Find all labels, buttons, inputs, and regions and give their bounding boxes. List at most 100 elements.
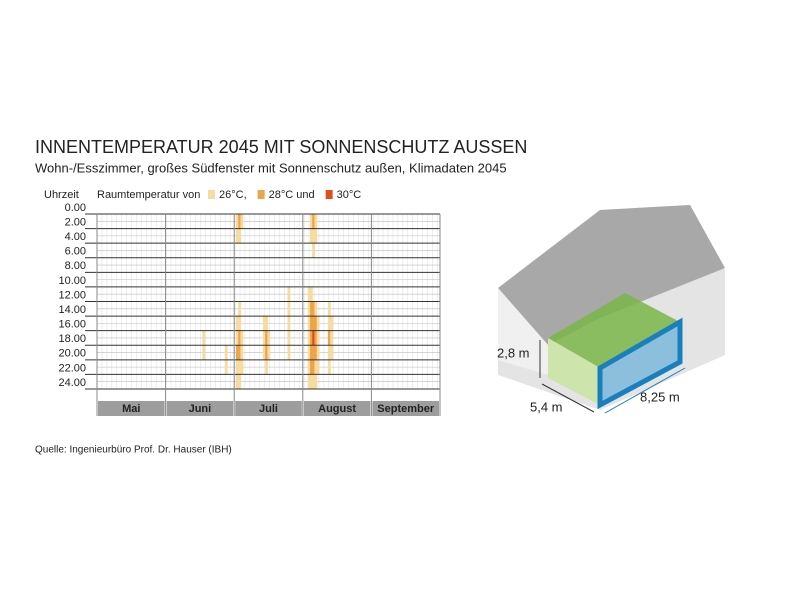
x-tick-label: September xyxy=(377,403,435,415)
heat-cell xyxy=(327,359,331,375)
month-band xyxy=(372,401,439,416)
month-band xyxy=(166,401,234,416)
legend-swatch xyxy=(208,190,215,199)
heat-cell xyxy=(327,345,331,360)
heat-cell xyxy=(309,345,313,360)
room-window xyxy=(597,317,683,410)
heat-cell xyxy=(330,345,333,360)
heat-cell xyxy=(235,330,239,346)
source-note: Quelle: Ingenieurbüro Prof. Dr. Hauser (… xyxy=(35,445,232,456)
heat-cell xyxy=(265,345,268,360)
x-tick-label: Mai xyxy=(122,403,140,415)
heat-cell xyxy=(309,214,313,229)
heat-cell xyxy=(312,214,316,229)
heat-cell xyxy=(309,286,313,302)
heat-cell xyxy=(307,345,311,360)
heat-cell xyxy=(309,228,313,244)
heat-cell xyxy=(307,330,311,346)
y-tick-label: 20.00 xyxy=(58,348,86,360)
heat-cell xyxy=(309,330,313,346)
house-roof xyxy=(498,205,725,345)
heat-cell xyxy=(309,374,313,389)
heat-cell xyxy=(238,345,242,360)
heat-cell xyxy=(312,330,316,346)
y-tick-label: 2.00 xyxy=(65,216,86,228)
heat-cell xyxy=(287,316,291,331)
y-tick-label: 8.00 xyxy=(65,260,86,272)
heat-cell xyxy=(235,228,239,244)
room-side xyxy=(548,338,600,405)
heat-cell xyxy=(238,316,242,331)
month-band xyxy=(98,401,165,416)
legend-label: 26°C, xyxy=(219,189,247,201)
heat-cell xyxy=(316,345,320,360)
heat-cell xyxy=(267,345,271,360)
heat-cell xyxy=(238,301,242,317)
y-axis-label: Uhrzeit xyxy=(44,189,79,201)
room-top xyxy=(548,293,680,368)
heat-cell xyxy=(202,345,206,360)
legend-title: Raumtemperatur von xyxy=(97,189,200,201)
heat-cell xyxy=(307,301,311,317)
heat-cell xyxy=(238,374,242,389)
heat-cell xyxy=(312,359,316,375)
heat-cell xyxy=(327,301,331,317)
heat-cell xyxy=(235,359,239,375)
heat-cell xyxy=(238,359,242,375)
heat-cell xyxy=(235,374,239,389)
heat-cell xyxy=(309,316,313,331)
heat-cell xyxy=(314,345,318,360)
heat-cell xyxy=(267,330,271,346)
heat-cell xyxy=(316,316,320,331)
heat-cell xyxy=(330,316,333,331)
y-tick-label: 18.00 xyxy=(58,333,86,345)
heat-cell xyxy=(316,359,320,375)
heat-cell xyxy=(265,330,268,346)
heat-cell xyxy=(314,359,318,375)
heat-cell xyxy=(262,316,266,331)
heat-cell xyxy=(309,359,313,375)
y-tick-label: 10.00 xyxy=(58,275,86,287)
heat-cell xyxy=(312,374,316,389)
y-tick-label: 22.00 xyxy=(58,362,86,374)
y-tick-label: 14.00 xyxy=(58,304,86,316)
heat-cell xyxy=(235,214,239,229)
heat-cell xyxy=(314,330,318,346)
heat-cell xyxy=(314,301,318,317)
heat-cell xyxy=(238,228,242,244)
x-tick-label: Juni xyxy=(189,403,212,415)
legend-label: 30°C xyxy=(337,189,362,201)
heat-cell xyxy=(224,345,228,360)
y-tick-label: 16.00 xyxy=(58,319,86,331)
heat-cell xyxy=(224,359,228,375)
house-diagram: 2,8 m 5,4 m 8,25 m xyxy=(497,205,725,414)
heat-cell xyxy=(314,316,318,331)
heat-cell xyxy=(238,330,242,346)
x-tick-label: August xyxy=(318,403,356,415)
heat-cell xyxy=(314,214,318,229)
heat-cell xyxy=(307,359,311,375)
heat-cell xyxy=(327,330,331,346)
heat-cell xyxy=(235,316,239,331)
heat-cell xyxy=(262,345,266,360)
y-tick-label: 0.00 xyxy=(65,202,86,214)
house-gable xyxy=(498,288,548,375)
heat-cell xyxy=(238,214,242,229)
heat-cell xyxy=(287,345,291,360)
y-tick-label: 12.00 xyxy=(58,289,86,301)
width-label: 8,25 m xyxy=(640,389,680,404)
heat-cell xyxy=(240,359,244,375)
height-label: 2,8 m xyxy=(497,345,530,360)
heat-cell xyxy=(240,330,244,346)
heat-cell xyxy=(312,228,316,244)
heat-cell xyxy=(262,330,266,346)
heat-cell xyxy=(265,359,268,375)
y-tick-label: 24.00 xyxy=(58,377,86,389)
heat-cell xyxy=(240,345,244,360)
heat-cell xyxy=(287,330,291,346)
heat-cell xyxy=(312,243,316,258)
heat-cell xyxy=(309,301,313,317)
heat-cell xyxy=(327,316,331,331)
heat-cell xyxy=(330,330,333,346)
heat-cell xyxy=(235,345,239,360)
